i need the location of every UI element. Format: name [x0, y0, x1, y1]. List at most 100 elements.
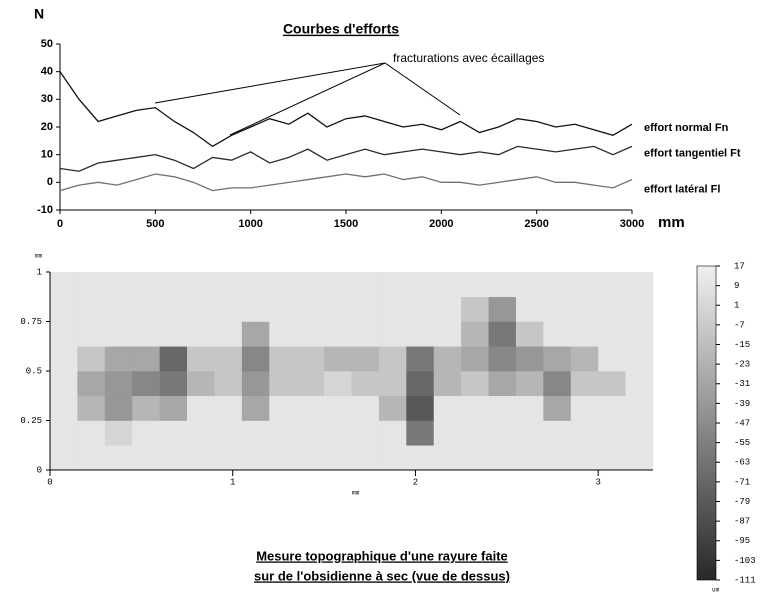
colorbar-tick-label: -55 [734, 438, 750, 448]
heat-cell [132, 371, 160, 396]
heat-cell [50, 346, 78, 371]
heat-cell [160, 371, 188, 396]
colorbar [697, 266, 716, 580]
heat-cell [516, 421, 544, 446]
heat-cell [434, 272, 462, 297]
heat-cell [269, 371, 297, 396]
heat-cell [297, 297, 325, 322]
heat-cell [379, 396, 407, 421]
heat-cell [132, 396, 160, 421]
heat-cell [461, 346, 489, 371]
heat-cell [160, 272, 188, 297]
heat-cell [379, 297, 407, 322]
heat-cell [598, 322, 626, 347]
series-line [60, 174, 632, 191]
heat-cell [297, 346, 325, 371]
heat-cell [105, 272, 133, 297]
heat-cell [242, 445, 270, 470]
heat-cell [598, 421, 626, 446]
heat-cell [598, 297, 626, 322]
heat-cell [516, 297, 544, 322]
heat-cell [50, 445, 78, 470]
chart-title: Mesure topographique d'une rayure faite [256, 548, 508, 563]
heat-cell [160, 445, 188, 470]
heat-cell [489, 396, 517, 421]
heat-cell [406, 445, 434, 470]
heat-cell [187, 272, 215, 297]
y-tick-label: 10 [41, 149, 53, 161]
heat-cell [50, 396, 78, 421]
heat-cell [352, 396, 380, 421]
heat-cell [214, 346, 242, 371]
heat-cell [105, 297, 133, 322]
heat-cell [297, 272, 325, 297]
heat-cell [516, 272, 544, 297]
heat-cell [461, 297, 489, 322]
heat-cell [516, 346, 544, 371]
heat-cell [434, 396, 462, 421]
heat-cell [598, 396, 626, 421]
heat-cell [187, 346, 215, 371]
heat-cell [434, 322, 462, 347]
heat-cell [434, 371, 462, 396]
heat-cell [543, 421, 571, 446]
heat-cell [132, 322, 160, 347]
heat-cell [571, 445, 599, 470]
heat-cell [598, 272, 626, 297]
legend-label: effort latéral Fl [644, 183, 720, 195]
heat-cell [626, 297, 654, 322]
colorbar-tick-label: -31 [734, 379, 750, 389]
heat-cell [516, 322, 544, 347]
heat-cell [214, 297, 242, 322]
heat-cell [406, 371, 434, 396]
heat-cell [352, 371, 380, 396]
heat-cell [626, 346, 654, 371]
heat-cell [187, 445, 215, 470]
colorbar-tick-label: -79 [734, 497, 750, 507]
heat-cell [160, 322, 188, 347]
heat-cell [516, 445, 544, 470]
colorbar-tick-label: -7 [734, 320, 745, 330]
heat-cell [242, 371, 270, 396]
heat-cell [626, 445, 654, 470]
heat-cell [77, 272, 105, 297]
x-tick-label: 0 [47, 477, 52, 487]
colorbar-tick-label: -63 [734, 458, 750, 468]
heat-cell [269, 272, 297, 297]
heat-cell [406, 346, 434, 371]
heat-cell [516, 396, 544, 421]
heat-cell [352, 421, 380, 446]
heat-cell [489, 272, 517, 297]
heat-cell [297, 396, 325, 421]
heat-cell [406, 396, 434, 421]
heat-cell [324, 396, 352, 421]
heat-cell [269, 346, 297, 371]
heat-cell [489, 421, 517, 446]
heat-cell [297, 371, 325, 396]
heat-cell [626, 371, 654, 396]
heat-cell [352, 297, 380, 322]
heat-cell [324, 346, 352, 371]
heat-cell [77, 445, 105, 470]
heat-cell [132, 421, 160, 446]
heat-cell [434, 297, 462, 322]
heat-cell [352, 322, 380, 347]
y-tick-label: 20 [41, 121, 53, 133]
heat-cell [352, 272, 380, 297]
heat-cell [160, 346, 188, 371]
heat-cell [242, 421, 270, 446]
heat-cell [242, 396, 270, 421]
heat-cell [598, 346, 626, 371]
heat-cell [214, 272, 242, 297]
heat-cell [379, 445, 407, 470]
heat-cell [77, 371, 105, 396]
y-tick-label: 0.75 [20, 317, 42, 327]
annotation-lines [155, 63, 460, 135]
heat-cell [571, 421, 599, 446]
y-tick-label: 40 [41, 66, 53, 78]
x-tick-label: 0 [57, 218, 63, 230]
heat-cell [105, 445, 133, 470]
annotation: fracturations avec écaillages [393, 51, 544, 65]
y-tick-label: 1 [37, 267, 42, 277]
heat-cell [214, 322, 242, 347]
